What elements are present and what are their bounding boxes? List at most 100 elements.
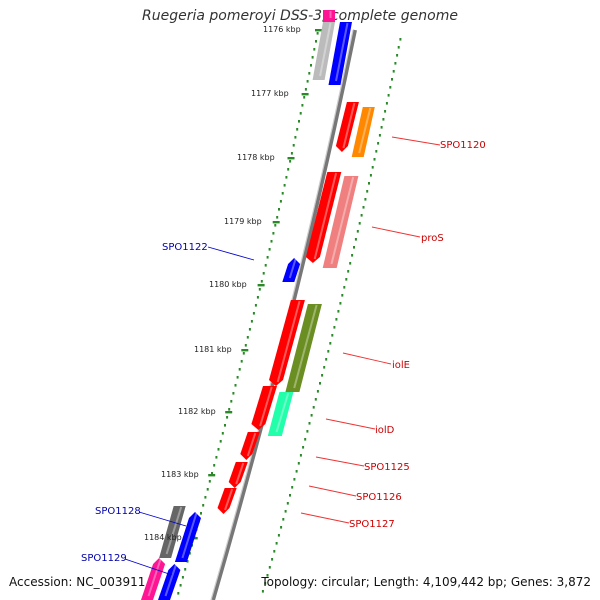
- gene-feature-iolD-mint-shine: [275, 392, 290, 433]
- leader-SPO1122: [207, 246, 255, 261]
- ruler-right-dot: [268, 566, 271, 569]
- ruler-right-dot: [264, 582, 267, 585]
- ruler-left-dot: [279, 200, 282, 203]
- ruler-left-dot: [296, 128, 299, 131]
- ruler-left-dot: [306, 80, 309, 83]
- ruler-left-dot: [228, 408, 231, 411]
- gene-label-iolD[interactable]: iolD: [375, 425, 395, 436]
- gene-feature-SPO1127-red[interactable]: [217, 488, 237, 514]
- gene-feature-proS-salmon[interactable]: [322, 176, 359, 268]
- ruler-right-dot: [331, 334, 334, 337]
- gene-label-iolE[interactable]: iolE: [392, 360, 410, 371]
- ruler-left-dot: [301, 104, 304, 107]
- gene-feature-iolD-red-shine: [259, 386, 273, 427]
- ruler-left-dot: [268, 248, 271, 251]
- gene-feature-blue-top[interactable]: [328, 22, 353, 85]
- gene-feature-iolD-mint[interactable]: [267, 392, 294, 436]
- gene-label-SPO1122[interactable]: SPO1122: [162, 242, 208, 253]
- gene-feature-SPO1129-pink[interactable]: [141, 558, 166, 600]
- leader-iolD: [325, 418, 376, 430]
- ruler-right-dot: [385, 102, 388, 105]
- ruler-left-dot: [213, 464, 216, 467]
- ruler-right-dot: [327, 350, 330, 353]
- ruler-right-dot: [378, 134, 381, 137]
- ruler-left-dot: [266, 256, 269, 259]
- ruler-right-dot: [341, 294, 344, 297]
- ruler-left-dot: [278, 208, 280, 211]
- ruler-left-dot: [260, 280, 263, 283]
- gene-feature-SPO1120-red[interactable]: [335, 102, 359, 152]
- gene-label-SPO1120[interactable]: SPO1120: [440, 140, 486, 151]
- ruler-right-dot: [261, 590, 264, 593]
- ruler-right-dot: [314, 398, 317, 401]
- gene-feature-SPO1122-blue-shine: [288, 258, 297, 279]
- ruler-left-dot: [283, 184, 286, 187]
- ruler-left-dot: [252, 312, 255, 315]
- ruler-right-dot: [312, 406, 315, 409]
- ruler-right-dot: [377, 142, 380, 145]
- ruler-left-dot: [304, 88, 307, 91]
- gene-feature-iolD-red[interactable]: [251, 386, 277, 430]
- leader-proS: [371, 226, 421, 238]
- gene-feature-SPO1128-gray[interactable]: [159, 506, 186, 558]
- ruler-right-dot: [275, 542, 278, 545]
- gene-feature-SPO1126-red-shine: [235, 462, 245, 485]
- ruler-right-dot: [366, 190, 369, 193]
- ruler-left-dot: [272, 232, 275, 235]
- ruler-left-dot: [219, 440, 222, 443]
- ruler-right-dot: [289, 494, 291, 497]
- gene-label-SPO1129[interactable]: SPO1129: [81, 553, 127, 564]
- gene-label-proS[interactable]: proS: [421, 233, 444, 244]
- ruler-right-dot: [364, 198, 367, 201]
- gene-feature-SPO1129-blue[interactable]: [158, 564, 181, 600]
- gene-feature-proS-red[interactable]: [305, 172, 342, 263]
- ruler-left-dot: [224, 424, 226, 427]
- gene-label-SPO1128[interactable]: SPO1128: [95, 506, 141, 517]
- gene-label-SPO1125[interactable]: SPO1125: [364, 462, 410, 473]
- ruler-left-dot: [316, 32, 319, 35]
- ruler-left-dot: [234, 384, 237, 387]
- ruler-right-dot: [302, 446, 305, 449]
- ruler-right-dot: [319, 382, 321, 385]
- ruler-left-dot: [281, 192, 284, 195]
- ruler-left-dot: [181, 576, 184, 579]
- leader-SPO1127: [300, 512, 350, 524]
- ruler-label-1182: 1182 kbp: [178, 407, 216, 416]
- gene-feature-SPO1120-red-shine: [342, 102, 356, 149]
- ruler-left-dot: [242, 352, 245, 355]
- gene-label-SPO1126[interactable]: SPO1126: [356, 492, 402, 503]
- ruler-right-dot: [399, 38, 402, 41]
- ruler-left-dot: [285, 176, 288, 179]
- ruler-left-dot: [240, 360, 243, 363]
- gene-feature-SPO1128-blue[interactable]: [174, 512, 201, 562]
- ruler-major-tick: [208, 474, 216, 477]
- gene-feature-gray-top-shine: [319, 22, 332, 77]
- ruler-right-dot: [329, 342, 332, 345]
- gene-feature-SPO1122-blue[interactable]: [282, 258, 301, 282]
- ruler-left-dot: [270, 240, 273, 243]
- gene-feature-gray-top[interactable]: [312, 22, 335, 80]
- gene-feature-SPO1125-red[interactable]: [240, 432, 260, 460]
- ruler-left-dot: [215, 456, 218, 459]
- ruler-right-dot: [321, 374, 324, 377]
- gene-feature-SPO1126-red[interactable]: [228, 462, 248, 488]
- gene-feature-SPO1129-pink-shine: [147, 558, 162, 597]
- gene-feature-iolE-olive[interactable]: [285, 304, 322, 392]
- ruler-right-dot: [394, 62, 397, 65]
- ruler-left-dot: [292, 144, 295, 147]
- gene-feature-pink-top[interactable]: [323, 10, 335, 22]
- gene-feature-iolE-red[interactable]: [269, 300, 305, 386]
- ruler-right-dot: [308, 422, 311, 425]
- ruler-label-1180: 1180 kbp: [209, 280, 247, 289]
- ruler-left-dot: [211, 472, 213, 475]
- ruler-right-dot: [356, 230, 359, 233]
- ruler-right-dot: [293, 478, 296, 481]
- ruler-left-dot: [287, 168, 290, 171]
- gene-label-SPO1127[interactable]: SPO1127: [349, 519, 395, 530]
- ruler-right-dot: [345, 278, 348, 281]
- ruler-left-dot: [290, 152, 293, 155]
- leader-SPO1120: [391, 136, 441, 146]
- gene-labels: SPO1120 proS SPO1122 iolE iolD SPO1125 S…: [81, 140, 486, 564]
- ruler-left-dot: [262, 272, 265, 275]
- gene-feature-SPO1120-orange[interactable]: [351, 107, 375, 157]
